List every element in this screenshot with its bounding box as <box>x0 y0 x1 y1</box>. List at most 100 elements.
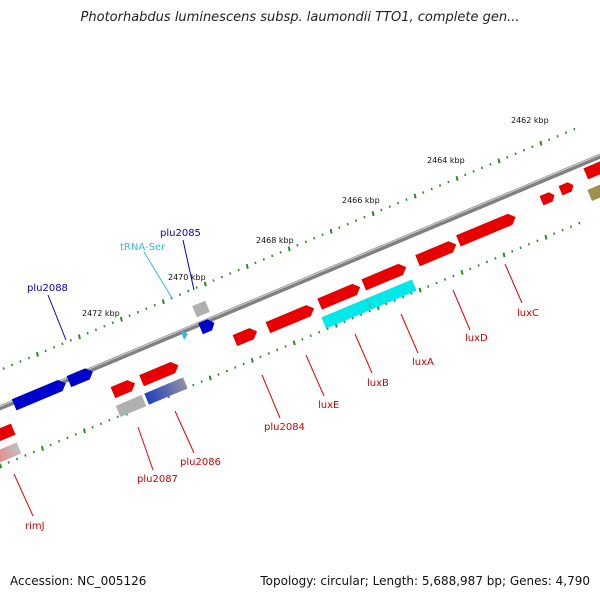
gene-luxB-arrow[interactable] <box>361 262 408 291</box>
kbp-tick <box>573 127 576 131</box>
gene-luxC-arrow[interactable] <box>539 191 557 206</box>
kbp-tick <box>242 362 245 366</box>
kbp-tick <box>276 348 279 352</box>
gene-luxG-arrow[interactable] <box>558 181 576 196</box>
kbp-tick <box>35 351 39 357</box>
kbp-tick <box>388 205 391 208</box>
gene-luxE-arrow[interactable] <box>317 282 362 310</box>
gene-blue-gradient-block[interactable] <box>144 377 188 405</box>
label-plu2087[interactable]: plu2087 <box>137 474 178 485</box>
kbp-tick <box>61 342 64 346</box>
kbp-label-2468: 2468 kbp <box>256 236 294 245</box>
kbp-tick <box>259 355 262 359</box>
kbp-tick <box>44 349 47 353</box>
gene-offscreen-olive-arrow[interactable] <box>587 182 600 202</box>
label-plu2085[interactable]: plu2085 <box>160 228 201 239</box>
kbp-tick <box>77 334 81 340</box>
kbp-tick <box>313 236 316 240</box>
kbp-tick-track-outer <box>2 127 576 370</box>
kbp-tick <box>52 346 56 349</box>
kbp-tick <box>250 357 254 363</box>
kbp-tick <box>439 184 442 187</box>
kbp-tick <box>502 252 506 258</box>
kbp-tick <box>225 369 228 373</box>
kbp-tick <box>480 166 484 170</box>
kbp-tick <box>511 250 514 253</box>
accession-text: Accession: NC_005126 <box>10 574 147 588</box>
gene-pink-gradient-block[interactable] <box>0 442 22 465</box>
gene-plu2084-arrow[interactable] <box>265 303 317 334</box>
label-luxE[interactable]: luxE <box>318 400 339 411</box>
gene-plu2088-arrow[interactable] <box>11 378 68 411</box>
kbp-tick <box>287 246 291 252</box>
kbp-label-2472: 2472 kbp <box>82 309 120 318</box>
kbp-label-2466: 2466 kbp <box>342 196 380 205</box>
kbp-tick <box>556 134 559 138</box>
kbp-tick <box>477 264 480 267</box>
kbp-tick <box>19 360 22 363</box>
kbp-tick <box>385 302 388 306</box>
kbp-tick <box>99 422 103 426</box>
kbp-tick <box>435 281 438 285</box>
leader-trna-ser <box>143 251 173 299</box>
kbp-tick <box>485 260 489 264</box>
kbp-tick <box>343 320 346 324</box>
kbp-tick <box>57 440 61 443</box>
gene-plu2087-arrow[interactable] <box>110 378 138 399</box>
kbp-tick <box>108 418 111 422</box>
gene-plu2086-arrow[interactable] <box>139 360 181 387</box>
kbp-tick <box>397 201 400 205</box>
kbp-tick <box>245 263 249 269</box>
kbp-tick <box>161 299 165 305</box>
kbp-tick <box>402 295 405 299</box>
label-luxC[interactable]: luxC <box>517 308 539 319</box>
kbp-tick <box>27 356 30 360</box>
label-luxB[interactable]: luxB <box>367 378 389 389</box>
kbp-tick <box>237 268 240 272</box>
rrna-cyan-block[interactable] <box>321 279 417 329</box>
kbp-tick <box>368 309 371 313</box>
kbp-tick <box>452 274 455 278</box>
kbp-tick <box>7 461 10 464</box>
genome-backbone-highlight <box>0 154 600 407</box>
kbp-tick <box>506 156 509 159</box>
kbp-label-2462: 2462 kbp <box>511 116 549 125</box>
label-plu2088[interactable]: plu2088 <box>27 283 68 294</box>
kbp-tick <box>393 299 396 302</box>
gene-plu2083-arrow[interactable] <box>232 326 260 347</box>
label-rimJ[interactable]: rimJ <box>25 521 45 532</box>
label-trna-ser[interactable]: tRNA-Ser <box>120 242 166 253</box>
label-luxA[interactable]: luxA <box>412 357 434 368</box>
kbp-label-2464: 2464 kbp <box>427 156 465 165</box>
gene-offscreen-red-arrow[interactable] <box>583 159 600 180</box>
label-luxD[interactable]: luxD <box>465 333 488 344</box>
leader-luxD <box>452 289 471 331</box>
kbp-tick <box>410 292 413 295</box>
kbp-tick <box>11 363 14 367</box>
gene-pseudo-arrow[interactable] <box>192 300 210 318</box>
kbp-tick <box>418 287 422 293</box>
kbp-tick <box>578 221 581 225</box>
gene-plu2089-arrow[interactable] <box>66 366 96 388</box>
leader-luxA <box>400 313 419 354</box>
leader-plu2086 <box>174 410 195 454</box>
kbp-tick <box>460 269 464 275</box>
trna-ser-marker[interactable] <box>181 331 188 340</box>
kbp-tick <box>548 138 551 142</box>
label-plu2084[interactable]: plu2084 <box>264 422 305 433</box>
kbp-tick <box>338 226 341 230</box>
gene-luxD-arrow[interactable] <box>456 212 518 247</box>
kbp-tick <box>346 222 349 226</box>
gene-pseudo-gray-block[interactable] <box>115 395 147 417</box>
kbp-tick <box>304 240 307 244</box>
gene-rimJ-arrow[interactable] <box>0 423 16 444</box>
label-plu2086[interactable]: plu2086 <box>180 457 221 468</box>
kbp-tick <box>489 163 492 166</box>
gene-luxA-arrow[interactable] <box>415 239 458 267</box>
leader-luxB <box>354 333 373 374</box>
kbp-tick <box>111 321 114 325</box>
kbp-tick <box>208 375 212 381</box>
gene-plu2085-arrow[interactable] <box>198 317 216 335</box>
kbp-tick <box>301 337 304 341</box>
